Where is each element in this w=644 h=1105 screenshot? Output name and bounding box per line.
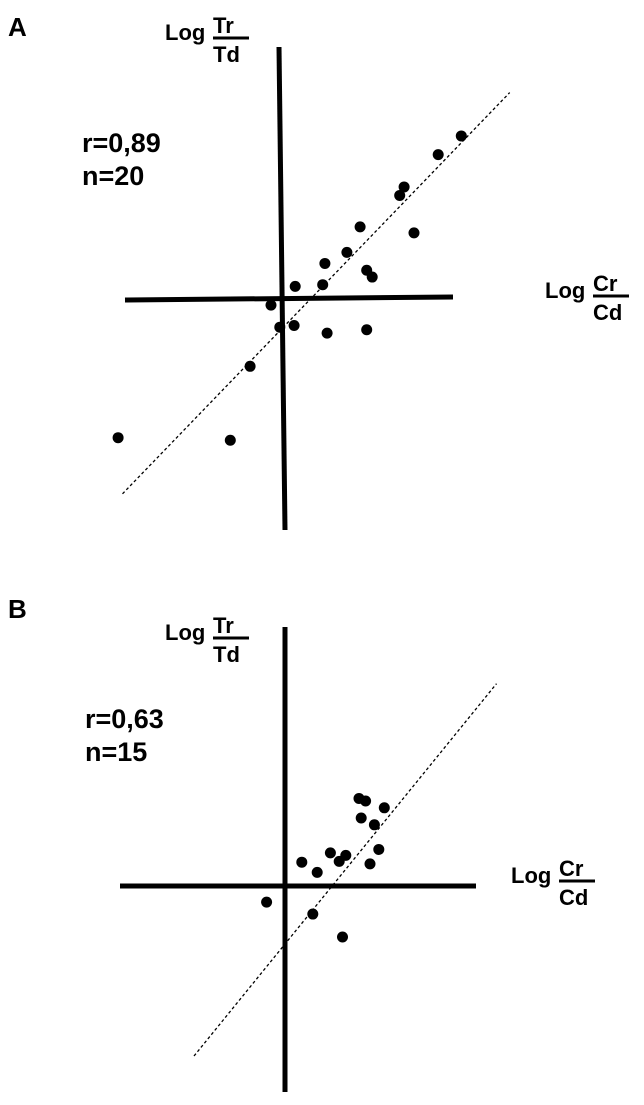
x-axis-line xyxy=(124,294,454,303)
data-point xyxy=(288,320,300,331)
data-point xyxy=(360,795,372,807)
scatter-panel-a: Log Tr Td Log Cr Cd r=0,89n=20 xyxy=(82,13,629,531)
y-axis-label-denominator: Td xyxy=(213,642,240,667)
y-axis-label-denominator: Td xyxy=(213,42,240,67)
x-axis-label-prefix: Log xyxy=(545,278,585,303)
data-point xyxy=(296,856,308,868)
data-point xyxy=(317,279,329,291)
x-axis-label-denominator: Cd xyxy=(559,885,588,910)
data-point xyxy=(311,866,323,878)
x-axis-label-denominator: Cd xyxy=(593,300,622,325)
data-point xyxy=(354,221,366,233)
panel-label-a: A xyxy=(8,12,27,42)
sample-size-label: n=15 xyxy=(85,737,147,767)
data-point xyxy=(368,819,380,831)
data-point xyxy=(261,896,273,908)
data-point xyxy=(324,847,336,859)
sample-size-label: n=20 xyxy=(82,161,144,191)
data-point xyxy=(265,299,277,311)
scatter-panel-b: Log Tr Td Log Cr Cd r=0,63n=15 xyxy=(85,613,595,1092)
data-point xyxy=(289,280,301,292)
data-point xyxy=(112,432,124,444)
y-axis-label-numerator: Tr xyxy=(213,13,234,38)
data-point xyxy=(408,227,420,239)
data-point xyxy=(321,327,333,339)
y-axis-line xyxy=(276,46,288,531)
data-point xyxy=(319,257,331,269)
x-axis-label-numerator: Cr xyxy=(559,856,584,881)
correlation-label: r=0,63 xyxy=(85,704,164,734)
data-point xyxy=(340,849,352,861)
correlation-label: r=0,89 xyxy=(82,128,161,158)
data-point xyxy=(341,246,353,258)
y-axis-label-prefix: Log xyxy=(165,20,205,45)
data-point xyxy=(224,434,236,446)
data-point xyxy=(366,271,378,283)
data-point xyxy=(361,324,373,336)
data-point xyxy=(364,858,376,870)
data-point xyxy=(378,802,390,814)
data-point xyxy=(307,908,319,920)
y-axis-label-prefix: Log xyxy=(165,620,205,645)
x-axis-label-numerator: Cr xyxy=(593,271,618,296)
data-point xyxy=(432,149,444,161)
x-axis-label-prefix: Log xyxy=(511,863,551,888)
data-point xyxy=(244,360,256,372)
data-point xyxy=(394,189,406,201)
data-point xyxy=(373,843,385,855)
data-point xyxy=(337,931,348,943)
data-point xyxy=(355,812,367,824)
y-axis-label-numerator: Tr xyxy=(213,613,234,638)
panel-label-b: B xyxy=(8,594,27,624)
trend-line xyxy=(122,92,511,495)
data-point xyxy=(398,181,410,193)
data-point xyxy=(455,130,467,142)
trend-line xyxy=(193,683,498,1057)
data-point xyxy=(274,321,286,333)
